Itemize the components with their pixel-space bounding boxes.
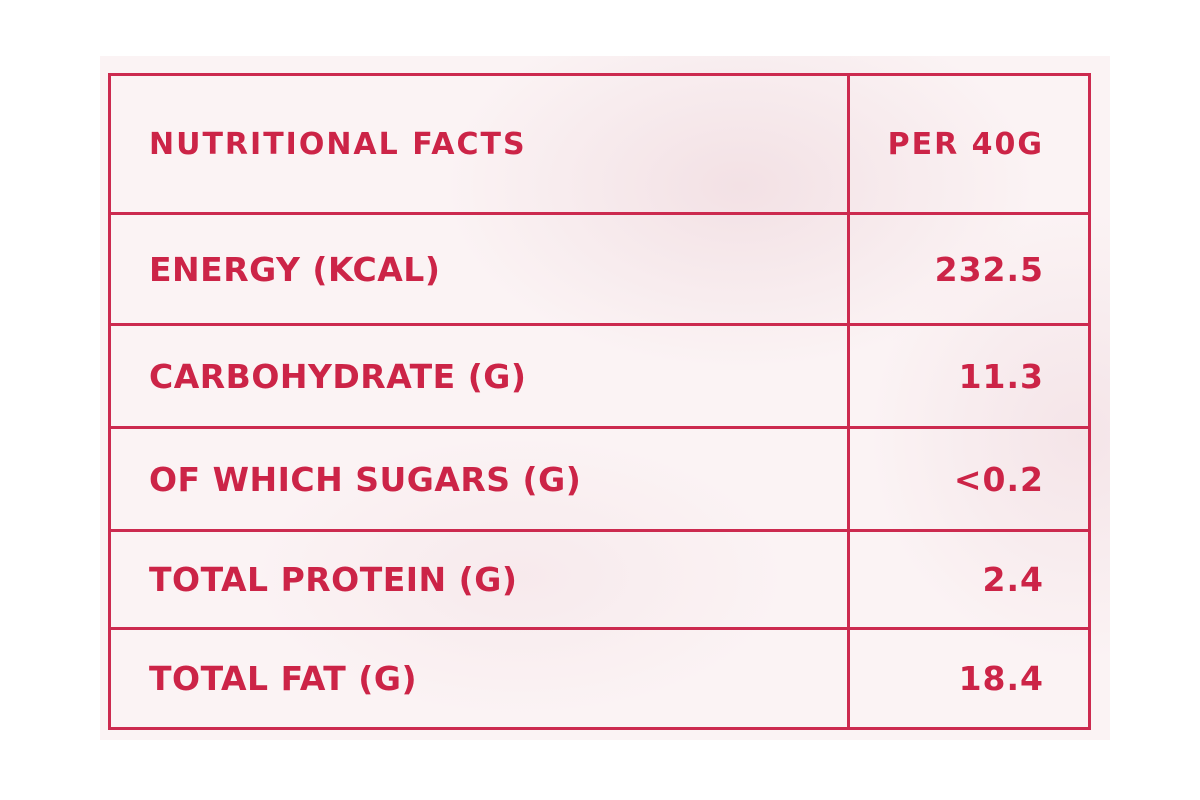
- label-background: [100, 56, 1110, 740]
- row-label: TOTAL FAT (G): [149, 659, 418, 698]
- table-row: OF WHICH SUGARS (G) <0.2: [111, 429, 1088, 532]
- table-row: ENERGY (KCAL) 232.5: [111, 215, 1088, 326]
- column-divider: [847, 76, 850, 727]
- row-value: 2.4: [982, 560, 1044, 599]
- nutrition-table: NUTRITIONAL FACTS PER 40G ENERGY (KCAL) …: [108, 73, 1091, 730]
- table-row: TOTAL FAT (G) 18.4: [111, 630, 1088, 727]
- row-label: ENERGY (KCAL): [149, 249, 441, 289]
- row-value: <0.2: [953, 459, 1044, 499]
- row-value: 232.5: [934, 249, 1044, 289]
- row-value: 11.3: [958, 356, 1044, 396]
- table-row: CARBOHYDRATE (G) 11.3: [111, 326, 1088, 429]
- row-value: 18.4: [958, 659, 1044, 698]
- header-label: NUTRITIONAL FACTS: [149, 126, 527, 162]
- table-row: TOTAL PROTEIN (G) 2.4: [111, 532, 1088, 630]
- header-value: PER 40G: [887, 126, 1044, 162]
- row-label: CARBOHYDRATE (G): [149, 356, 527, 396]
- table-header-row: NUTRITIONAL FACTS PER 40G: [111, 76, 1088, 215]
- row-label: TOTAL PROTEIN (G): [149, 560, 518, 599]
- row-label: OF WHICH SUGARS (G): [149, 459, 582, 499]
